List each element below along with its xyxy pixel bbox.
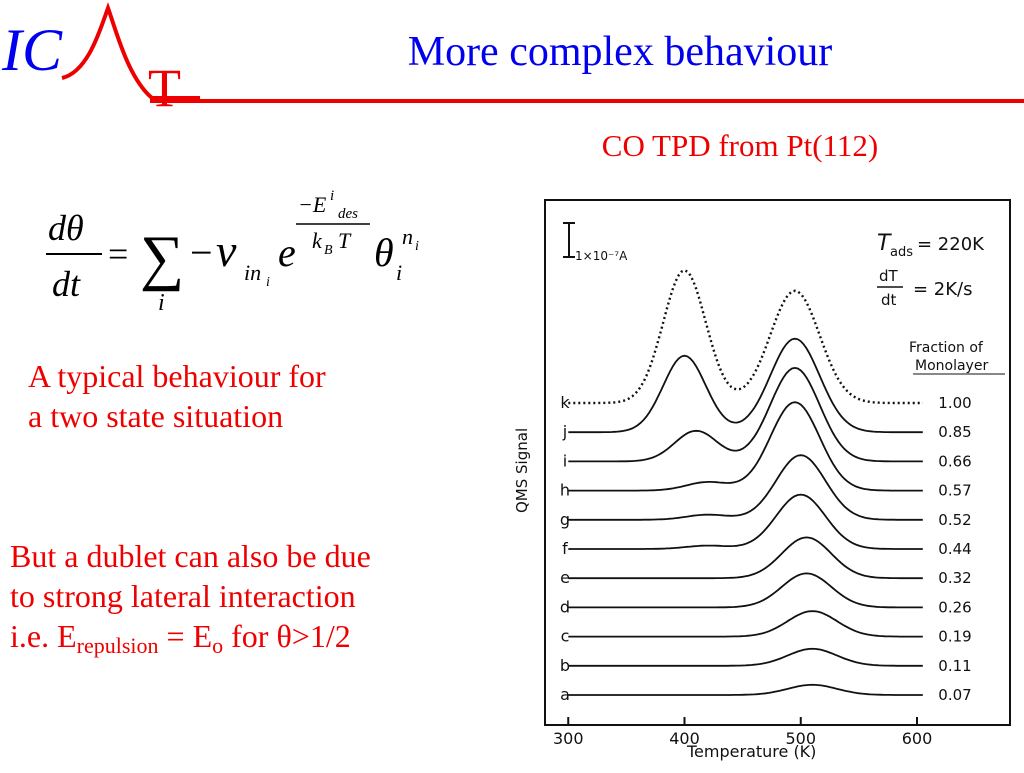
trace-label-k: k <box>560 393 570 412</box>
tpd-trace-f <box>568 493 923 550</box>
eq-exp-t: T <box>338 228 352 253</box>
t-ads-sub: ads <box>890 245 913 260</box>
t-ads-letter: T <box>877 231 892 256</box>
dublet-line-1: But a dublet can also be due <box>10 538 371 574</box>
eq-exp-kb: k <box>312 228 323 253</box>
title-underline <box>150 99 1024 103</box>
eq-nu: ν <box>216 225 237 276</box>
eq-dt: dt <box>52 264 81 304</box>
ic-logo: IC T <box>1 2 200 110</box>
eq-sum-symbol: ∑ <box>140 224 184 292</box>
eq-minus: − <box>190 230 213 275</box>
eq-theta-sup-sub: i <box>415 239 419 254</box>
eq-exp-sub-des: des <box>338 206 358 222</box>
dublet-explanation-text: But a dublet can also be due to strong l… <box>10 536 470 666</box>
typical-line-2: a two state situation <box>28 398 284 434</box>
coverage-label-e: 0.32 <box>938 569 971 587</box>
eq-sum-index: i <box>158 290 165 316</box>
eq-theta-sup: n <box>402 224 413 249</box>
x-tick-label-400: 400 <box>669 729 700 748</box>
coverage-label-f: 0.44 <box>938 540 971 558</box>
coverage-label-a: 0.07 <box>938 686 971 704</box>
rate-num: dT <box>879 267 899 285</box>
figure-caption: CO TPD from Pt(112) <box>601 128 879 163</box>
tpd-trace-g <box>568 454 923 521</box>
coverage-label-j: 0.85 <box>938 423 971 441</box>
trace-label-b: b <box>560 656 570 675</box>
x-tick-label-600: 600 <box>902 729 933 748</box>
t-ads-value: = 220K <box>917 234 985 255</box>
dublet-line-3-post: for θ>1/2 <box>223 618 351 654</box>
legend-title-1: Fraction of <box>909 340 984 356</box>
tpd-trace-h <box>568 401 923 492</box>
tpd-trace-b <box>568 647 923 667</box>
tpd-trace-e <box>568 536 923 580</box>
x-tick-label-500: 500 <box>785 729 816 748</box>
coverage-label-d: 0.26 <box>938 598 971 616</box>
x-axis-label: Temperature (K) <box>686 742 816 761</box>
trace-label-d: d <box>560 597 570 616</box>
tpd-rate-equation: dθ dt = ∑ i − ν in i e −E i des k B T θ … <box>46 188 419 316</box>
trace-label-a: a <box>560 685 570 704</box>
y-axis-label: QMS Signal <box>513 428 531 513</box>
dublet-line-2: to strong lateral interaction <box>10 578 356 614</box>
logo-peak-curve <box>61 2 200 100</box>
eq-exp-kb-sub: B <box>324 243 333 258</box>
x-axis: 300 400 500 600 <box>553 717 932 748</box>
coverage-label-g: 0.52 <box>938 511 971 529</box>
slide-title: More complex behaviour <box>407 29 833 75</box>
rate-den: dt <box>881 291 897 309</box>
tpd-trace-k <box>568 269 923 405</box>
tpd-trace-i <box>568 366 923 463</box>
trace-label-h: h <box>560 481 570 500</box>
eq-nu-sub-sub: i <box>266 275 270 290</box>
scale-bar-label: 1×10⁻⁷A <box>575 249 628 263</box>
tpd-trace-c <box>568 610 923 638</box>
eq-theta: θ <box>374 230 394 275</box>
eq-d-theta: dθ <box>48 208 84 248</box>
tpd-trace-a <box>568 683 923 696</box>
dublet-line-3-pre: i.e. E <box>10 618 77 654</box>
tpd-figure: k 1.00 j 0.85 i 0.66 h 0.57 g 0.52 f 0.44 e 0.32 d 0.26… <box>465 175 1020 768</box>
coverage-label-k: 1.00 <box>938 394 971 412</box>
x-tick-label-300: 300 <box>553 729 584 748</box>
typical-behaviour-text: A typical behaviour for a two state situ… <box>28 356 448 436</box>
trace-label-f: f <box>562 539 568 558</box>
coverage-label-h: 0.57 <box>938 482 971 500</box>
eq-nu-sub: in <box>244 260 261 285</box>
dublet-line-3-mid: = E <box>158 618 213 654</box>
coverage-label-b: 0.11 <box>938 657 971 675</box>
coverage-label-i: 0.66 <box>938 452 971 470</box>
dublet-sub-o: o <box>212 633 224 658</box>
legend-title-2: Monolayer <box>915 358 988 374</box>
dublet-line-3: i.e. Erepulsion = Eo for θ>1/2 <box>10 616 470 666</box>
trace-label-j: j <box>562 422 567 441</box>
eq-equals: = <box>108 234 128 274</box>
dublet-sub-repulsion: repulsion <box>76 633 159 658</box>
tpd-trace-d <box>568 572 923 609</box>
trace-label-g: g <box>560 510 570 529</box>
series-group: k 1.00 j 0.85 i 0.66 h 0.57 g 0.52 f 0.44 e 0.32 d 0.26… <box>560 269 972 704</box>
typical-line-1: A typical behaviour for <box>28 358 326 394</box>
eq-exp-sup-i: i <box>330 188 334 204</box>
eq-e: e <box>278 230 296 275</box>
coverage-label-c: 0.19 <box>938 628 971 646</box>
rate-value: = 2K/s <box>913 279 973 300</box>
tpd-trace-j <box>568 337 923 434</box>
tpd-chart: k 1.00 j 0.85 i 0.66 h 0.57 g 0.52 f 0.44 e 0.32 d 0.26… <box>513 199 1011 761</box>
plot-frame <box>544 199 1011 726</box>
trace-label-c: c <box>561 627 570 646</box>
eq-exp-minus-e: −E <box>298 192 327 217</box>
trace-label-e: e <box>560 568 570 587</box>
logo-ic-text: IC <box>1 17 63 83</box>
eq-theta-sub: i <box>396 260 402 285</box>
trace-label-i: i <box>563 451 567 470</box>
